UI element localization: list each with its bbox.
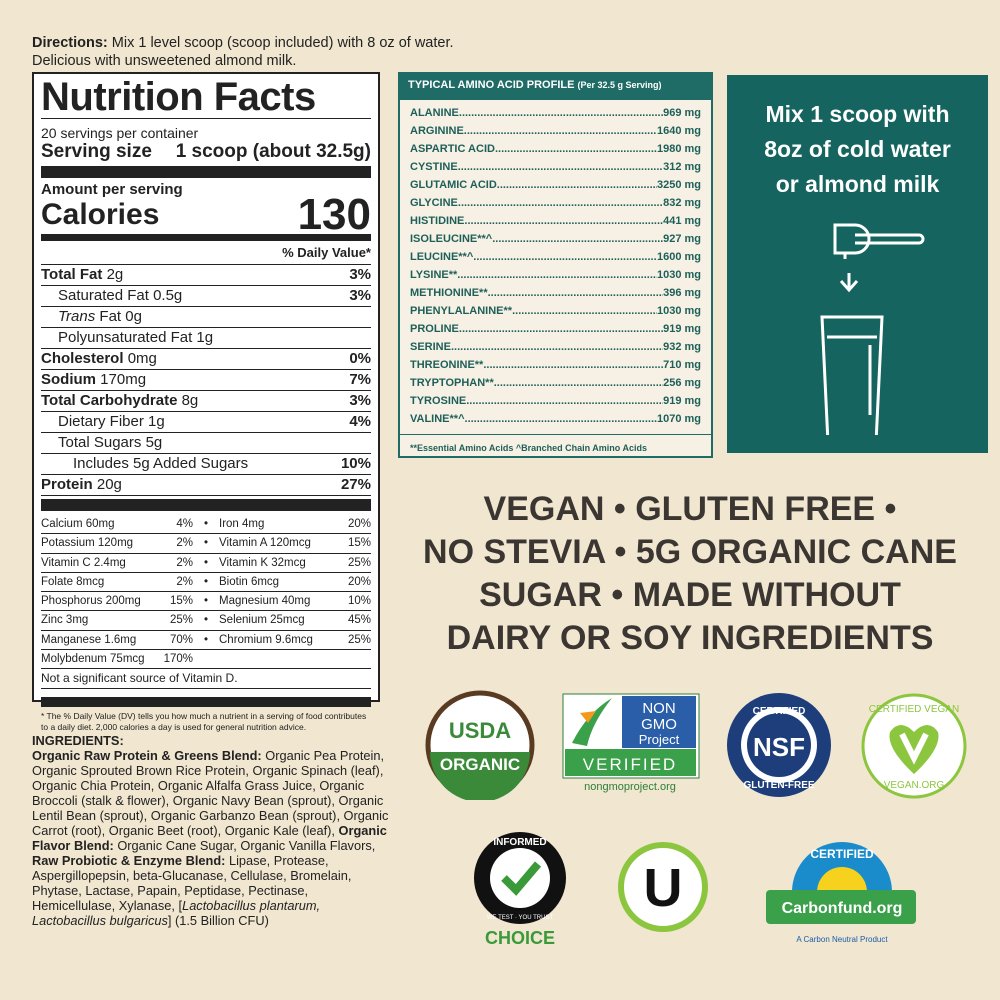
directions: Directions: Mix 1 level scoop (scoop inc… [32,35,454,69]
svg-text:INFORMED: INFORMED [493,837,546,848]
mineral-row: Calcium 60mg 4% • Iron 4mg 20% [41,515,371,535]
mineral-row: Vitamin C 2.4mg 2% • Vitamin K 32mcg 25% [41,554,371,573]
amino-header: TYPICAL AMINO ACID PROFILE (Per 32.5 g S… [400,74,711,100]
nutrient-row: Protein 20g 27% [41,475,371,496]
svg-text:GLUTEN-FREE: GLUTEN-FREE [743,780,814,791]
svg-text:CERTIFIED: CERTIFIED [810,847,874,861]
svg-text:WE TEST · YOU TRUST: WE TEST · YOU TRUST [487,915,554,921]
amino-acid-row: VALINE**^1070 mg [410,410,701,428]
nutrient-row: Polyunsaturated Fat 1g [41,328,371,349]
nutrient-row: Total Fat 2g 3% [41,265,371,286]
amino-acid-row: SERINE932 mg [410,338,701,356]
mineral-row: Molybdenum 75mcg 170% [41,650,371,670]
amino-acid-row: ALANINE969 mg [410,104,701,122]
carbonfund-logo: CERTIFIED Carbonfund.org A Carbon Neutra… [766,842,916,944]
svg-text:CERTIFIED VEGAN: CERTIFIED VEGAN [869,704,959,715]
amino-acid-row: GLUTAMIC ACID3250 mg [410,176,701,194]
amino-footnote: **Essential Amino Acids ^Branched Chain … [400,434,711,453]
kosher-logo: U [618,842,708,932]
nutrient-row: Sodium 170mg 7% [41,370,371,391]
nutrient-row: Total Carbohydrate 8g 3% [41,391,371,412]
nutrient-row: Total Sugars 5g [41,433,371,454]
nutrient-row: Includes 5g Added Sugars 10% [41,454,371,475]
informed-choice-logo: INFORMED WE TEST · YOU TRUST CHOICE [474,832,566,948]
svg-text:NON: NON [642,700,675,717]
svg-text:GMO: GMO [641,716,677,733]
servings-per-container: 20 servings per container [41,125,199,141]
calories: Calories 130 [41,190,371,239]
amino-acid-profile: TYPICAL AMINO ACID PROFILE (Per 32.5 g S… [398,72,713,458]
svg-text:CERTIFIED: CERTIFIED [753,706,806,717]
divider [41,499,371,511]
svg-text:Project: Project [639,732,680,747]
amino-acid-row: TYROSINE919 mg [410,392,701,410]
nutrition-facts-label: Nutrition Facts 20 servings per containe… [32,72,380,732]
usda-organic-logo: USDA ORGANIC [425,690,535,800]
not-significant: Not a significant source of Vitamin D. [41,669,371,689]
mineral-row: Phosphorus 200mg 15% • Magnesium 40mg 10% [41,592,371,612]
divider [41,696,371,707]
mix-instructions-panel: Mix 1 scoop with 8oz of cold water or almo… [727,75,988,453]
scoop-and-glass-icon [820,223,925,435]
svg-text:ORGANIC: ORGANIC [440,755,520,774]
mineral-row: Manganese 1.6mg 70% • Chromium 9.6mcg 25% [41,631,371,651]
nsf-gluten-free-logo: CERTIFIED NSF GLUTEN-FREE [727,693,831,797]
nutrient-row: Saturated Fat 0.5g 3% [41,286,371,307]
svg-text:A Carbon Neutral Product: A Carbon Neutral Product [796,935,888,944]
amino-acid-row: CYSTINE312 mg [410,158,701,176]
nutrient-row: Dietary Fiber 1g 4% [41,412,371,433]
svg-text:Carbonfund.org: Carbonfund.org [782,900,903,917]
svg-text:VEGAN.ORG: VEGAN.ORG [884,780,945,791]
mineral-row: Folate 8mcg 2% • Biotin 6mcg 20% [41,573,371,593]
amino-acid-row: TRYPTOPHAN**256 mg [410,374,701,392]
amino-acid-row: LEUCINE**^1600 mg [410,248,701,266]
mineral-row: Zinc 3mg 25% • Selenium 25mcg 45% [41,611,371,631]
amount-per-serving: Amount per serving [41,181,183,198]
amino-acid-row: HISTIDINE441 mg [410,212,701,230]
amino-acid-row: ASPARTIC ACID1980 mg [410,140,701,158]
svg-text:CHOICE: CHOICE [485,928,555,948]
daily-value-header: % Daily Value* [41,243,371,265]
divider [41,234,371,241]
amino-acid-row: METHIONINE**396 mg [410,284,701,302]
certified-vegan-logo: CERTIFIED VEGAN VEGAN.ORG [861,693,967,799]
svg-text:nongmoproject.org: nongmoproject.org [584,781,676,793]
amino-acid-row: ISOLEUCINE**^927 mg [410,230,701,248]
svg-text:USDA: USDA [449,718,511,743]
divider [41,166,371,178]
nutrition-title: Nutrition Facts [41,76,371,119]
dv-footnote: * The % Daily Value (DV) tells you how m… [41,710,367,732]
amino-acid-row: ARGININE1640 mg [410,122,701,140]
non-gmo-verified-logo: NON GMO Project VERIFIED nongmoproject.o… [562,693,700,793]
mineral-row: Potassium 120mg 2% • Vitamin A 120mcg 15% [41,534,371,554]
svg-text:U: U [644,858,683,918]
amino-acid-row: PROLINE919 mg [410,320,701,338]
serving-size: Serving size 1 scoop (about 32.5g) [41,141,371,162]
amino-acid-row: THREONINE**710 mg [410,356,701,374]
svg-text:VERIFIED: VERIFIED [583,755,677,774]
amino-acid-row: PHENYLALANINE**1030 mg [410,302,701,320]
svg-text:NSF: NSF [753,732,805,762]
nutrient-row: Cholesterol 0mg 0% [41,349,371,370]
amino-acid-row: GLYCINE832 mg [410,194,701,212]
nutrient-row: Trans Fat 0g [41,307,371,328]
ingredients: INGREDIENTS: Organic Raw Protein & Green… [32,733,389,928]
product-claims: VEGAN • GLUTEN FREE • NO STEVIA • 5G ORGA… [423,490,957,657]
amino-acid-row: LYSINE**1030 mg [410,266,701,284]
